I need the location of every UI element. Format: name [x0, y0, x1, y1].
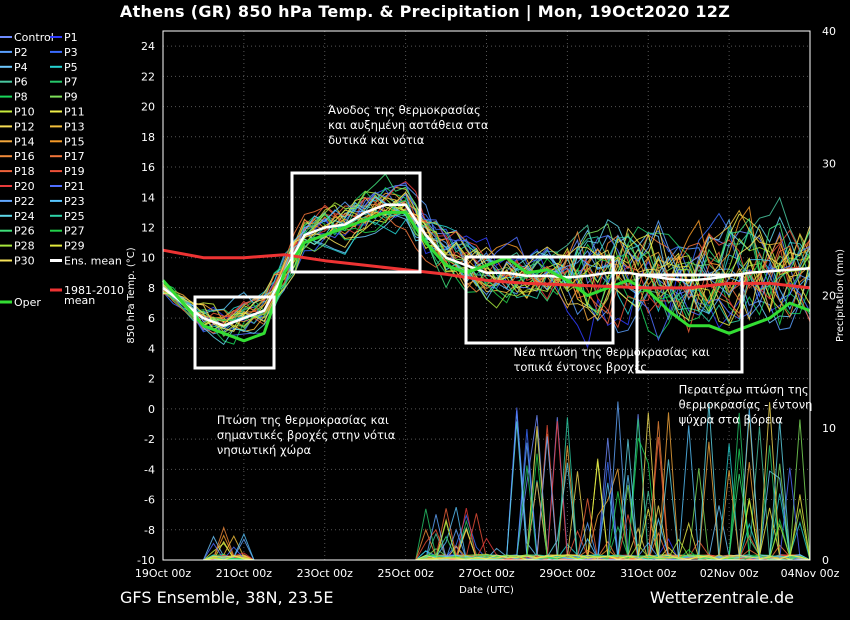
y-axis-label: 850 hPa Temp. (°C) [126, 247, 137, 343]
ensemble-member-line [162, 186, 811, 326]
y-tick-label: 20 [141, 101, 155, 114]
legend-label: P14 [14, 135, 35, 148]
legend-label: P8 [14, 91, 28, 104]
legend-label: P6 [14, 76, 28, 89]
chart-title: Athens (GR) 850 hPa Temp. & Precipitatio… [119, 2, 731, 21]
y-tick-label: -8 [144, 524, 155, 537]
model-label: GFS Ensemble, 38N, 23.5E [120, 588, 334, 607]
y-tick-label: 8 [148, 282, 155, 295]
legend-label: P10 [14, 106, 35, 119]
annotation-text: Πτώση της θερμοκρασίας και σημαντικές βρο… [217, 413, 396, 457]
precip-member-line [163, 458, 811, 561]
x-tick-label: 21Oct 00z [216, 567, 273, 580]
legend-label: Control [14, 31, 54, 44]
highlight-box [464, 255, 615, 345]
x-axis-label: Date (UTC) [459, 585, 514, 596]
legend-label: Ens. mean [64, 255, 122, 268]
x-tick-label: 23Oct 00z [297, 567, 354, 580]
ensemble-member-line [162, 217, 811, 322]
annotation-text: Περαιτέρω πτώση της θερμοκρασίας - έντονη… [679, 383, 813, 427]
legend-label: P17 [64, 150, 85, 163]
legend-label: P16 [14, 150, 35, 163]
highlight-box [193, 295, 276, 370]
y2-tick-label: 0 [822, 554, 829, 567]
x-tick-label: 27Oct 00z [458, 567, 515, 580]
legend-label: 1981-2010 mean [64, 284, 124, 307]
ensemble-member-line [162, 192, 811, 330]
y-tick-label: 22 [141, 70, 155, 83]
legend-label: P26 [14, 225, 35, 238]
y2-tick-label: 40 [822, 25, 836, 38]
legend-label: P13 [64, 120, 85, 133]
highlight-box [290, 171, 422, 274]
x-tick-label: 29Oct 00z [539, 567, 596, 580]
legend-label: P15 [64, 135, 85, 148]
y-tick-label: 24 [141, 40, 155, 53]
y2-tick-label: 10 [822, 422, 836, 435]
y-tick-label: 0 [148, 403, 155, 416]
legend-label: P22 [14, 195, 35, 208]
highlight-box [635, 273, 744, 374]
legend-label: P9 [64, 91, 78, 104]
legend-label: P28 [14, 240, 35, 253]
y-tick-label: -2 [144, 433, 155, 446]
legend-label: P7 [64, 76, 78, 89]
y-tick-label: 12 [141, 221, 155, 234]
y2-tick-label: 20 [822, 290, 836, 303]
legend-label: P5 [64, 61, 78, 74]
ensemble-member-line [162, 200, 811, 323]
precip-member-line [163, 461, 811, 561]
y-tick-label: 10 [141, 252, 155, 265]
legend-label: P12 [14, 120, 35, 133]
y-tick-label: -6 [144, 494, 155, 507]
legend-label: P24 [14, 210, 35, 223]
legend-label: P2 [14, 46, 28, 59]
y2-tick-label: 30 [822, 157, 836, 170]
y-tick-label: -4 [144, 463, 155, 476]
y-tick-label: 14 [141, 191, 155, 204]
annotation-text: Άνοδος της θερμοκρασίας και αυξημένη αστά… [328, 103, 489, 147]
series-line [162, 248, 811, 290]
legend-label: P1 [64, 31, 78, 44]
legend-label: P21 [64, 180, 85, 193]
legend-label: P19 [64, 165, 85, 178]
x-tick-label: 19Oct 00z [135, 567, 192, 580]
x-tick-label: 31Oct 00z [620, 567, 677, 580]
y-tick-label: 18 [141, 131, 155, 144]
x-tick-label: 04Nov 00z [781, 567, 840, 580]
legend-label: P11 [64, 106, 85, 119]
y-tick-label: 2 [148, 373, 155, 386]
y-tick-label: -10 [137, 554, 155, 567]
legend-label: P18 [14, 165, 35, 178]
legend-label: P25 [64, 210, 85, 223]
y-tick-label: 6 [148, 312, 155, 325]
x-tick-label: 25Oct 00z [377, 567, 434, 580]
legend-label: Oper [14, 296, 41, 309]
legend-label: P3 [64, 46, 78, 59]
site-label: Wetterzentrale.de [649, 588, 794, 607]
x-tick-label: 02Nov 00z [700, 567, 759, 580]
y-tick-label: 4 [148, 342, 155, 355]
legend-label: P4 [14, 61, 28, 74]
legend-label: P20 [14, 180, 35, 193]
ensemble-member-line [162, 191, 811, 334]
y-tick-label: 16 [141, 161, 155, 174]
legend-label: P29 [64, 240, 85, 253]
series-line [161, 210, 811, 343]
plot-frame [162, 30, 811, 561]
ensemble-member-line [162, 199, 811, 327]
legend-label: P30 [14, 255, 35, 268]
y2-axis-label: Precipitation (mm) [835, 249, 846, 342]
annotation-text: Νέα πτώση της θερμοκρασίας και τοπικά έντ… [513, 345, 709, 374]
legend-label: P23 [64, 195, 85, 208]
legend-label: P27 [64, 225, 85, 238]
